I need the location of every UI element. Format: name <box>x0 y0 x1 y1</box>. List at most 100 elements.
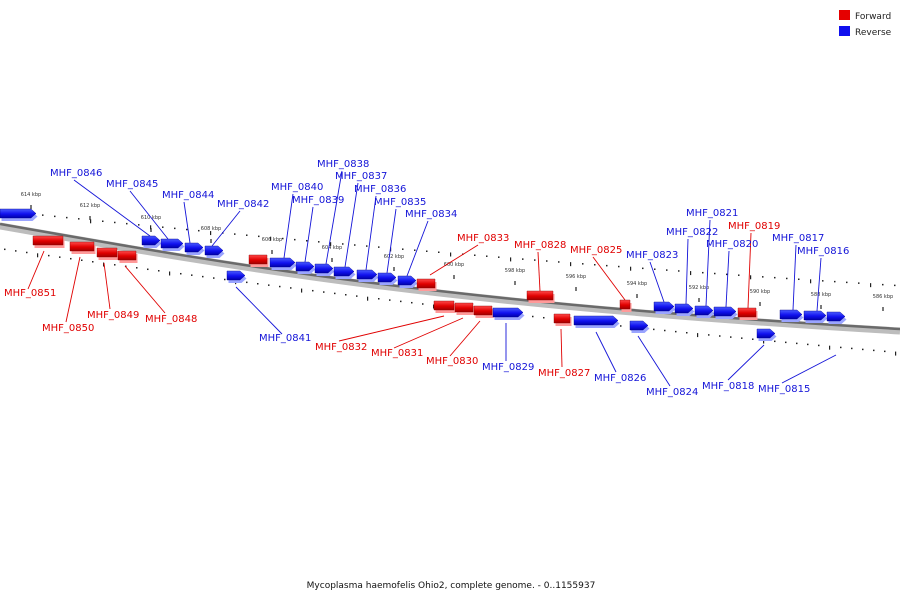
gene-arrow <box>492 307 524 318</box>
gene-arrow <box>473 305 493 316</box>
scale-dot <box>402 248 404 250</box>
scale-dot <box>268 284 270 286</box>
gene-label[interactable]: MHF_0839 <box>292 195 344 206</box>
gene-mhf-0848[interactable] <box>117 250 138 263</box>
gene-mhf-0827[interactable] <box>553 313 572 326</box>
gene-label[interactable]: MHF_0834 <box>405 209 457 220</box>
scale-dot <box>169 271 171 276</box>
gene-label[interactable]: MHF_0851 <box>4 288 56 299</box>
scale-dot <box>785 341 787 344</box>
gene-label[interactable]: MHF_0815 <box>758 384 810 395</box>
gene-mhf-0840[interactable] <box>269 257 297 270</box>
scale-dot <box>354 244 356 246</box>
gene-label[interactable]: MHF_0829 <box>482 362 534 373</box>
gene-mhf-0833[interactable] <box>416 278 437 291</box>
gene-mhf-0825[interactable] <box>619 299 632 312</box>
scale-dot <box>433 304 435 309</box>
gene-label[interactable]: MHF_0816 <box>797 246 849 257</box>
gene-mhf-0829[interactable] <box>492 307 525 320</box>
gene-label[interactable]: MHF_0833 <box>457 233 509 244</box>
gene-mhf-0828[interactable] <box>526 290 555 303</box>
gene-label[interactable]: MHF_0820 <box>706 239 758 250</box>
gene-mhf-0823[interactable] <box>653 301 676 314</box>
scale-dot <box>279 285 281 288</box>
scale-dot <box>92 261 94 263</box>
gene-mhf-0842[interactable] <box>204 245 225 258</box>
scale-tick <box>453 275 455 279</box>
gene-arrow <box>141 235 161 246</box>
gene-label[interactable]: MHF_0821 <box>686 208 738 219</box>
gene-mhf-0837[interactable] <box>333 266 356 279</box>
gene-label[interactable]: MHF_0823 <box>626 250 678 261</box>
gene-label[interactable]: MHF_0824 <box>646 387 698 398</box>
gene-mhf-0818[interactable] <box>756 328 777 341</box>
legend-forward-swatch <box>839 10 850 20</box>
gene-label[interactable]: MHF_0835 <box>374 197 426 208</box>
legend-forward-label: Forward <box>855 12 891 22</box>
gene-label[interactable]: MHF_0817 <box>772 233 824 244</box>
gene-mhf-0822[interactable] <box>674 303 695 316</box>
gene-mhf-0831[interactable] <box>454 302 475 315</box>
gene-mhf-0850[interactable] <box>69 241 96 254</box>
gene-mhf-0843[interactable] <box>248 254 269 267</box>
gene-label[interactable]: MHF_0840 <box>271 182 323 193</box>
gene-mhf-0819[interactable] <box>737 307 758 320</box>
gene-label[interactable]: MHF_0837 <box>335 171 387 182</box>
gene-mhf-0845[interactable] <box>160 238 185 251</box>
gene-mhf-0816[interactable] <box>803 310 828 323</box>
gene-label[interactable]: MHF_0846 <box>50 168 102 179</box>
gene-label[interactable]: MHF_0818 <box>702 381 754 392</box>
gene-mhf-0838[interactable] <box>314 263 335 276</box>
gene-label[interactable]: MHF_0842 <box>217 199 269 210</box>
scale-dot <box>258 235 260 238</box>
gene-label[interactable]: MHF_0849 <box>87 310 139 321</box>
gene-mhf-0821[interactable] <box>694 305 715 318</box>
gene-label[interactable]: MHF_0819 <box>728 221 780 232</box>
gene-label[interactable]: MHF_0822 <box>666 227 718 238</box>
gene-mhf-0832[interactable] <box>433 300 456 313</box>
gene-label[interactable]: MHF_0841 <box>259 333 311 344</box>
gene-mhf-0820[interactable] <box>713 306 738 319</box>
scale-dot <box>858 282 860 284</box>
gene-mhf-0834[interactable] <box>397 275 418 288</box>
gene-arrow <box>454 302 474 313</box>
gene-mhf-0846[interactable] <box>141 235 162 248</box>
gene-mhf-0824[interactable] <box>629 320 650 333</box>
scale-dot <box>81 259 83 261</box>
gene-label[interactable]: MHF_0850 <box>42 323 94 334</box>
gene-mhf-0839[interactable] <box>295 261 316 274</box>
scale-dot <box>774 276 776 279</box>
gene-mhf-0841[interactable] <box>226 270 247 283</box>
gene-mhf-0826[interactable] <box>573 315 620 328</box>
gene-mhf-0836[interactable] <box>356 269 379 282</box>
gene-label[interactable]: MHF_0845 <box>106 179 158 190</box>
gene-mhf-0835[interactable] <box>377 272 398 285</box>
gene-label[interactable]: MHF_0844 <box>162 190 214 201</box>
gene-arrow <box>553 313 571 324</box>
gene-arrow <box>619 299 631 310</box>
gene-label[interactable]: MHF_0830 <box>426 356 478 367</box>
gene-label[interactable]: MHF_0836 <box>354 184 406 195</box>
gene-mhf-0844[interactable] <box>184 242 205 255</box>
gene-label[interactable]: MHF_0826 <box>594 373 646 384</box>
scale-dot <box>726 273 728 276</box>
gene-label[interactable]: MHF_0827 <box>538 368 590 379</box>
gene-mhf-0849[interactable] <box>96 247 119 260</box>
scale-tick <box>30 205 32 209</box>
gene-label[interactable]: MHF_0838 <box>317 159 369 170</box>
scale-dot <box>323 291 325 293</box>
scale-dot <box>498 256 500 258</box>
gene-mhf-0847[interactable] <box>0 208 38 221</box>
scale-dot <box>675 330 677 333</box>
gene-label[interactable]: MHF_0848 <box>145 314 197 325</box>
gene-mhf-0851[interactable] <box>32 235 65 248</box>
gene-label[interactable]: MHF_0828 <box>514 240 566 251</box>
gene-mhf-0815[interactable] <box>826 311 847 324</box>
gene-label[interactable]: MHF_0831 <box>371 348 423 359</box>
gene-arrow <box>269 257 296 268</box>
gene-mhf-0830[interactable] <box>473 305 494 318</box>
scale-dot <box>114 221 116 224</box>
gene-label[interactable]: MHF_0832 <box>315 342 367 353</box>
gene-mhf-0817[interactable] <box>779 309 804 322</box>
gene-label[interactable]: MHF_0825 <box>570 245 622 256</box>
